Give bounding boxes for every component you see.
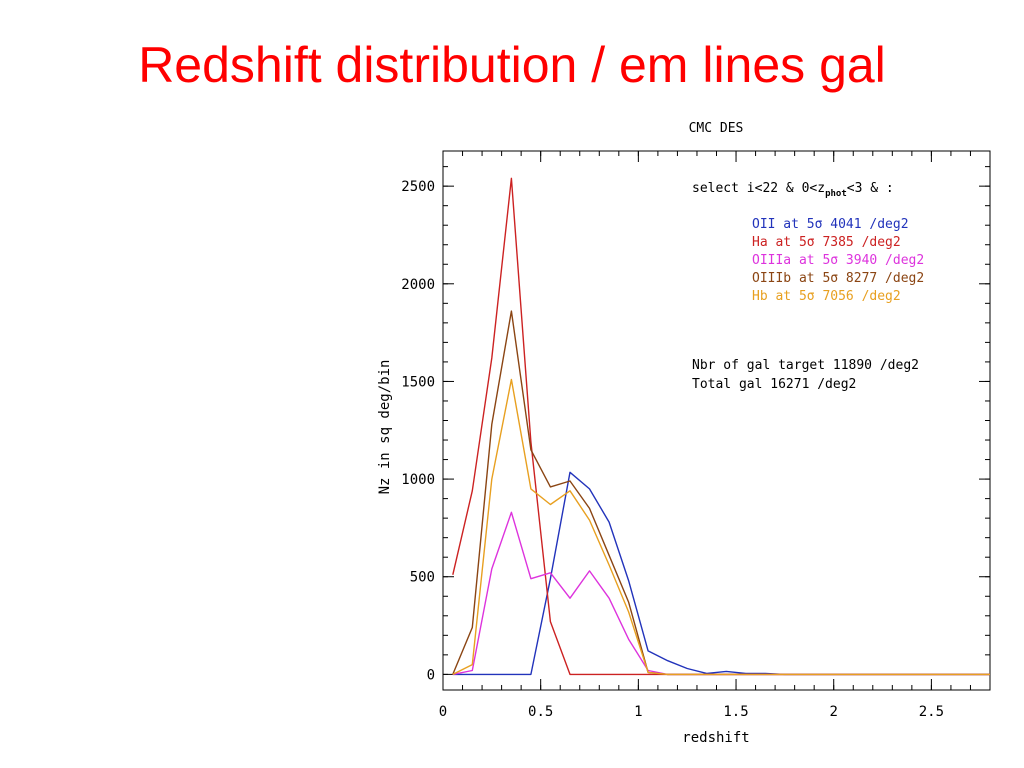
- selection-prefix: select i<22 & 0<z: [692, 181, 825, 196]
- legend-entry: OIIIb at 5σ 8277 /deg2: [752, 271, 924, 286]
- legend-entry: OIIIa at 5σ 3940 /deg2: [752, 253, 924, 268]
- plot-axes: 0 0.5 1 1.5 2 2.5 0 500 1000 1500 2000 2500: [401, 150, 991, 720]
- slide-title: Redshift distribution / em lines gal: [138, 37, 886, 93]
- target-annotation: Nbr of gal target 11890 /deg2: [692, 358, 919, 373]
- y-tick-label: 2500: [401, 179, 435, 195]
- chart-legend: OII at 5σ 4041 /deg2 Ha at 5σ 7385 /deg2 O…: [752, 217, 924, 304]
- x-tick-label: 0.5: [528, 704, 553, 720]
- legend-entry: OII at 5σ 4041 /deg2: [752, 217, 909, 232]
- y-axis-label: Nz in sq deg/bin: [377, 360, 393, 495]
- legend-entry: Ha at 5σ 7385 /deg2: [752, 235, 901, 250]
- y-tick-label: 1500: [401, 374, 435, 390]
- series-line-2: [452, 177, 990, 676]
- series-layer: [452, 177, 990, 676]
- y-tick-label: 500: [410, 570, 435, 586]
- x-axis-label: redshift: [682, 730, 749, 746]
- selection-annotation: select i<22 & 0<zphot<3 & :: [692, 181, 894, 199]
- selection-suffix: <3 & :: [847, 181, 894, 196]
- y-tick-label: 0: [427, 667, 435, 683]
- total-annotation: Total gal 16271 /deg2: [692, 377, 856, 392]
- x-tick-label: 1: [634, 704, 642, 720]
- x-tick-label: 1.5: [723, 704, 748, 720]
- selection-subscript: phot: [825, 189, 847, 199]
- x-tick-label: 2.5: [919, 704, 944, 720]
- x-tick-label: 0: [439, 704, 447, 720]
- chart-title: CMC DES: [689, 121, 744, 136]
- legend-entry: Hb at 5σ 7056 /deg2: [752, 289, 901, 304]
- series-line-1: [452, 471, 990, 676]
- y-tick-label: 2000: [401, 277, 435, 293]
- y-tick-label: 1000: [401, 472, 435, 488]
- series-line-5: [452, 378, 990, 676]
- series-line-3: [452, 511, 990, 676]
- x-tick-label: 2: [829, 704, 837, 720]
